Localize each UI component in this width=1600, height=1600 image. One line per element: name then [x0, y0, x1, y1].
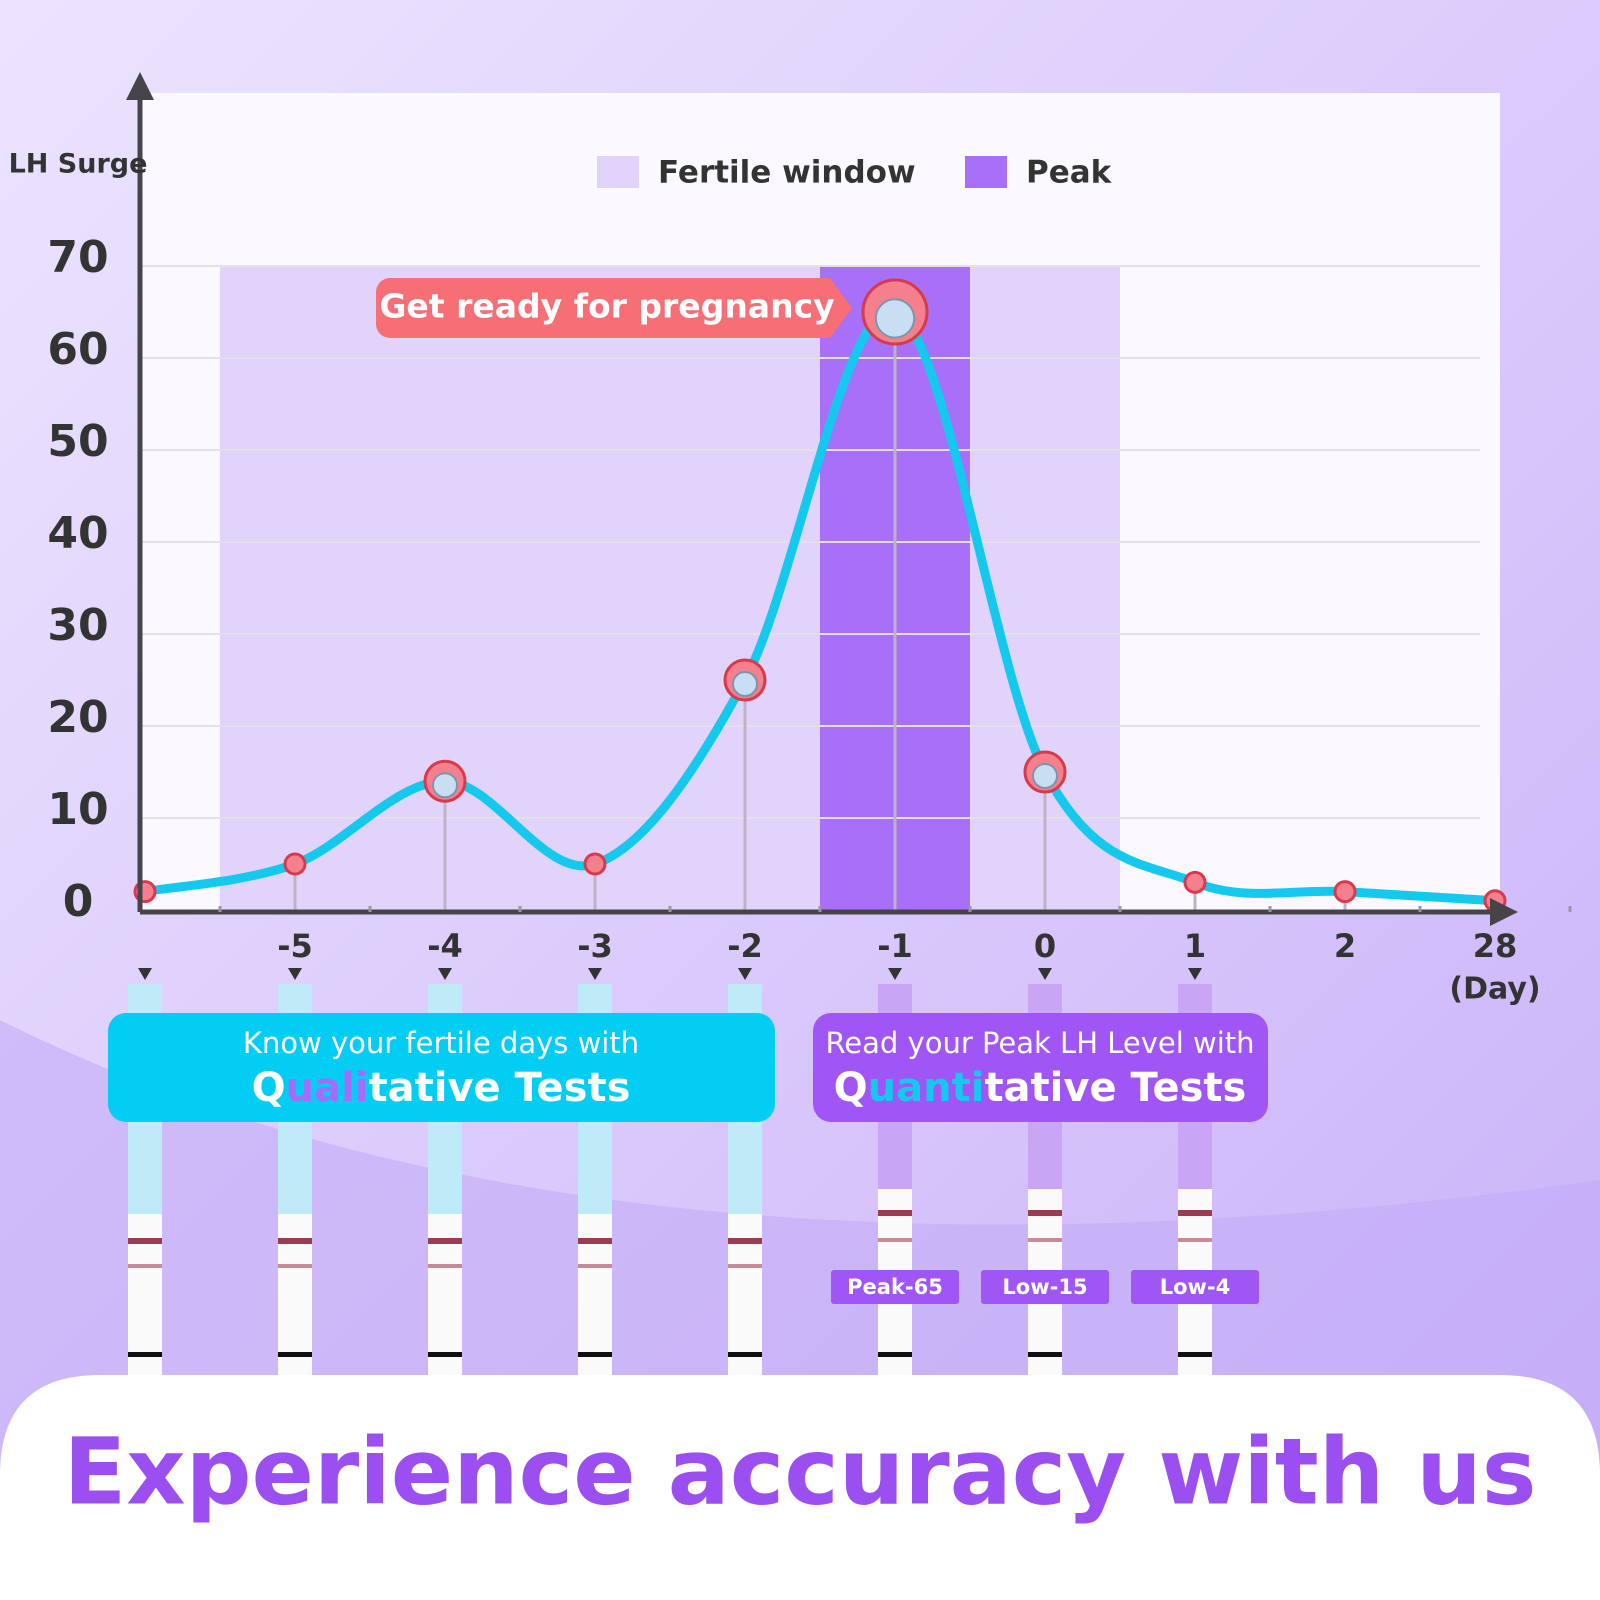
strip-line — [1178, 1238, 1212, 1242]
heading-part: uanti — [868, 1065, 985, 1111]
footer-text: Experience accuracy with us — [63, 1418, 1536, 1525]
strip-pointer — [1038, 968, 1052, 980]
strip-line — [728, 1264, 762, 1268]
banner-heading: Quantitative Tests — [834, 1065, 1247, 1111]
result-label: Low-4 — [1160, 1275, 1231, 1299]
strip-line — [428, 1238, 462, 1244]
strip-line — [578, 1238, 612, 1244]
y-tick-label: 40 — [47, 508, 108, 559]
y-axis-label: LH Surge — [9, 149, 148, 180]
strip-end — [1028, 1352, 1062, 1357]
heading-part: Q — [252, 1065, 286, 1111]
x-tick-label: -3 — [577, 927, 613, 965]
x-tick-label: -5 — [277, 927, 313, 965]
strip-line — [128, 1264, 162, 1268]
strip-line — [428, 1264, 462, 1268]
point-marker — [1183, 870, 1207, 894]
strip-line — [278, 1238, 312, 1244]
y-tick-label: 30 — [47, 600, 108, 651]
x-tick-label: -4 — [427, 927, 463, 965]
strip-pointer — [1188, 968, 1202, 980]
y-tick-label: 0 — [63, 876, 94, 927]
strip-line — [1028, 1238, 1062, 1242]
strip-line — [728, 1238, 762, 1244]
quantitative-banner: Read your Peak LH Level with Quantitativ… — [813, 1013, 1268, 1122]
strip-line — [128, 1238, 162, 1244]
footer-panel — [0, 1375, 1600, 1600]
banner-heading: Qualitative Tests — [252, 1065, 631, 1111]
legend-swatch — [597, 156, 639, 188]
strip-end — [278, 1352, 312, 1357]
x-axis-label: (Day) — [1449, 972, 1540, 1007]
strip-end — [878, 1352, 912, 1357]
x-tick-label: -2 — [727, 927, 763, 965]
marker-core — [432, 772, 458, 799]
legend-label: Fertile window — [658, 155, 916, 191]
y-tick-label: 50 — [47, 416, 108, 467]
x-tick-label: 2 — [1334, 927, 1356, 965]
strip-line — [878, 1210, 912, 1216]
strip-end — [1178, 1352, 1212, 1357]
banner-line: Read your Peak LH Level with — [825, 1026, 1254, 1060]
banner-box — [108, 1013, 775, 1122]
strip-pointer — [738, 968, 752, 980]
y-tick-label: 20 — [47, 692, 108, 743]
heading-part: uali — [286, 1065, 369, 1111]
annotation-text: Get ready for pregnancy — [379, 287, 834, 326]
strip-line — [278, 1264, 312, 1268]
marker-core — [1032, 763, 1058, 789]
heading-part: Q — [834, 1065, 868, 1111]
strip-pointer — [888, 968, 902, 980]
x-tick-label: 0 — [1034, 927, 1056, 965]
legend-swatch — [965, 156, 1007, 188]
strip-pointer — [588, 968, 602, 980]
marker-core — [732, 671, 758, 697]
result-tag — [1131, 1270, 1259, 1304]
x-axis-arrow — [1490, 898, 1518, 926]
plot: Get ready for pregnancy — [133, 278, 1507, 913]
lh-curve — [140, 307, 1500, 906]
heading-part: tative Tests — [984, 1065, 1246, 1111]
x-tick-label: 28 — [1473, 927, 1518, 965]
point-marker — [583, 852, 607, 876]
banner-box — [813, 1013, 1268, 1122]
qualitative-banner: Know your fertile days with Qualitative … — [108, 1013, 775, 1122]
strip-end — [578, 1352, 612, 1357]
annotation-bubble — [376, 278, 852, 338]
legend: Fertile window Peak — [597, 155, 1113, 191]
marker-core — [874, 298, 916, 339]
result-label: Peak-65 — [847, 1275, 943, 1299]
x-tick-label: -1 — [877, 927, 913, 965]
result-tag — [981, 1270, 1109, 1304]
strip-end — [428, 1352, 462, 1357]
strip-line — [878, 1238, 912, 1242]
strip-pointer — [138, 968, 152, 980]
point-marker — [283, 852, 307, 876]
y-tick-label: 10 — [47, 784, 108, 835]
x-tick-label: 1 — [1184, 927, 1206, 965]
y-tick-label: 60 — [47, 324, 108, 375]
y-tick-label: 70 — [47, 232, 108, 283]
heading-part: tative Tests — [368, 1065, 630, 1111]
point-marker — [1333, 880, 1357, 904]
strip-line — [578, 1264, 612, 1268]
legend-label: Peak — [1026, 155, 1113, 191]
strip-line — [1178, 1210, 1212, 1216]
y-axis-arrow — [126, 72, 154, 100]
strip-line — [1028, 1210, 1062, 1216]
strip-end — [728, 1352, 762, 1357]
strip-pointer — [438, 968, 452, 980]
result-tag — [831, 1270, 959, 1304]
strip-pointer — [288, 968, 302, 980]
banner-line: Know your fertile days with — [243, 1026, 639, 1060]
result-label: Low-15 — [1002, 1275, 1087, 1299]
strip-end — [128, 1352, 162, 1357]
